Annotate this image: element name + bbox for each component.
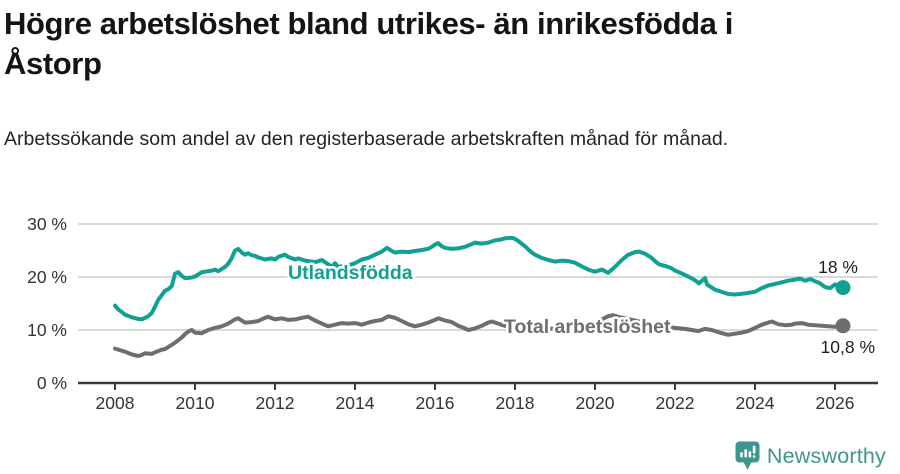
x-tick-label: 2022 [656, 393, 695, 413]
brand-name: Newsworthy [766, 443, 886, 468]
series-label-0: Utlandsfödda [288, 262, 413, 284]
series-line-0 [113, 235, 845, 322]
newsworthy-logo-icon [735, 441, 760, 470]
page-subtitle: Arbetssökande som andel av den registerb… [4, 128, 729, 150]
y-tick-label: 0 % [37, 373, 67, 393]
x-tick-label: 2020 [576, 393, 615, 413]
series-end-value-0: 18 % [818, 257, 858, 277]
y-tick-label: 20 % [27, 267, 67, 287]
x-tick-label: 2024 [736, 393, 775, 413]
series-end-dot-0 [835, 280, 851, 296]
brand-footer: Newsworthy [735, 440, 886, 472]
y-tick-label: 10 % [27, 320, 67, 340]
unemployment-line-chart: 0 % 10 % 20 % 30 % 2008 2010 2012 2014 2016 2018 2… [27, 214, 878, 413]
page-title: Högre arbetslöshet bland utrikes- än inr… [4, 6, 733, 82]
chart-canvas: 0 % 10 % 20 % 30 % 2008 2010 2012 2014 2016 2018 2… [27, 214, 878, 413]
series-end-value-1: 10,8 % [821, 337, 875, 357]
y-tick-label: 30 % [27, 214, 67, 234]
x-tick-label: 2010 [176, 393, 215, 413]
x-tick-label: 2014 [336, 393, 375, 413]
x-tick-label: 2012 [256, 393, 295, 413]
x-tick-label: 2008 [96, 393, 135, 413]
series-line-1 [113, 313, 845, 358]
x-tick-label: 2018 [496, 393, 535, 413]
series-end-dot-1 [835, 318, 851, 334]
x-tick-label: 2016 [416, 393, 455, 413]
series-label-1: Total arbetslöshet [504, 316, 671, 338]
x-tick-label: 2026 [816, 393, 855, 413]
